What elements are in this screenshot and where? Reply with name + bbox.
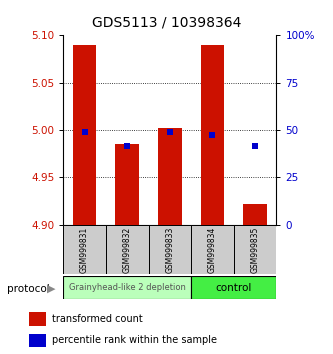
Text: protocol: protocol xyxy=(7,284,49,293)
Bar xyxy=(73,45,96,225)
Text: percentile rank within the sample: percentile rank within the sample xyxy=(52,335,217,345)
Bar xyxy=(234,225,276,274)
Text: ▶: ▶ xyxy=(47,284,56,293)
Bar xyxy=(29,312,46,326)
Bar xyxy=(158,128,181,225)
Text: GSM999833: GSM999833 xyxy=(165,226,174,273)
Bar xyxy=(191,276,276,299)
Bar xyxy=(106,225,149,274)
Text: transformed count: transformed count xyxy=(52,314,143,324)
Text: Grainyhead-like 2 depletion: Grainyhead-like 2 depletion xyxy=(69,283,185,292)
Bar xyxy=(116,144,139,225)
Bar xyxy=(201,45,224,225)
Text: GSM999835: GSM999835 xyxy=(250,226,260,273)
Bar xyxy=(29,334,46,347)
Bar xyxy=(63,276,191,299)
Text: control: control xyxy=(215,282,252,293)
Text: GSM999831: GSM999831 xyxy=(80,227,89,273)
Bar xyxy=(191,225,234,274)
Text: GSM999834: GSM999834 xyxy=(208,226,217,273)
Text: GSM999832: GSM999832 xyxy=(123,227,132,273)
Bar xyxy=(149,225,191,274)
Text: GDS5113 / 10398364: GDS5113 / 10398364 xyxy=(92,16,241,30)
Bar xyxy=(243,204,267,225)
Bar xyxy=(63,225,106,274)
